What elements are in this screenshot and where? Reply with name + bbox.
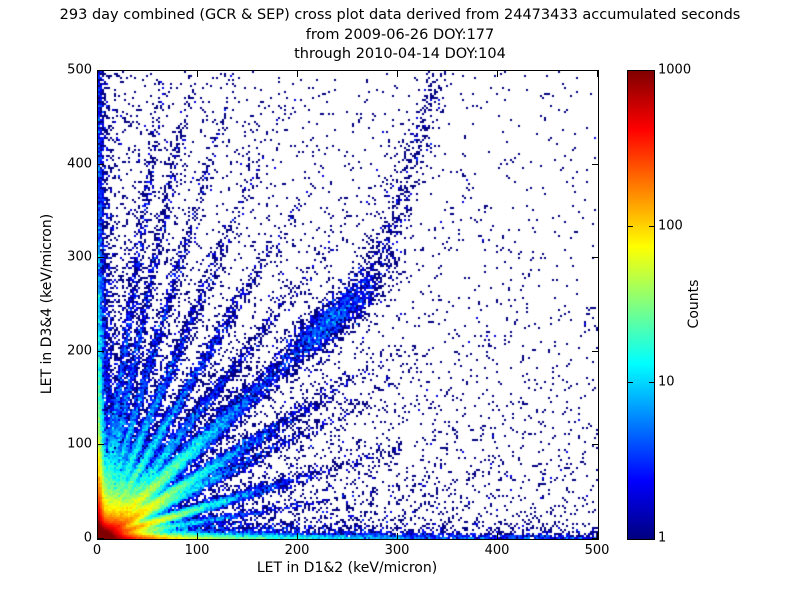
x-tick-mark-top [497,71,498,77]
x-tick-mark [197,533,198,539]
y-tick-mark-right [592,538,598,539]
x-axis-label: LET in D1&2 (keV/micron) [256,560,438,576]
colorbar-tick-label: 1 [658,530,667,546]
colorbar-gradient [628,71,654,539]
y-tick-mark [98,257,104,259]
scatter-heatmap-canvas [98,71,598,539]
colorbar-tick-label: 1000 [658,62,692,78]
y-axis-label: LET in D3&4 (keV/micron) [39,213,55,395]
x-tick-mark [497,533,498,539]
colorbar-label: Counts [686,279,702,329]
x-tick-mark [597,533,598,539]
x-tick-mark [397,533,398,539]
y-tick-label: 300 [67,249,92,265]
y-tick-mark-right [592,70,598,71]
colorbar-tick-mark [649,382,654,383]
y-tick-label: 100 [67,436,92,452]
x-tick-mark [297,533,298,539]
y-tick-mark-right [592,163,598,165]
colorbar-tick-label: 100 [658,218,683,234]
x-tick-label: 300 [384,543,410,558]
y-tick-mark [98,538,104,539]
title-block: 293 day combined (GCR & SEP) cross plot … [0,6,800,65]
y-tick-mark [98,163,104,165]
y-tick-mark [98,70,104,71]
x-tick-label: 0 [92,543,102,558]
y-tick-label: 200 [67,343,92,359]
x-tick-mark-top [297,71,298,77]
x-tick-label: 100 [184,543,210,558]
colorbar-tick-mark-left [628,382,633,383]
y-tick-label: 0 [83,530,92,546]
colorbar [627,70,655,540]
y-tick-label: 400 [67,156,92,172]
plot-subtitle-through: through 2010-04-14 DOY:104 [294,46,506,62]
colorbar-tick-mark [649,226,654,227]
y-tick-mark [98,444,104,446]
plot-title: 293 day combined (GCR & SEP) cross plot … [59,7,741,23]
x-tick-mark-top [597,71,598,77]
x-tick-mark-top [397,71,398,77]
y-tick-label: 500 [67,62,92,78]
y-tick-mark-right [592,257,598,259]
colorbar-tick-mark-left [628,226,633,227]
x-tick-mark-top [197,71,198,77]
plot-subtitle-from: from 2009-06-26 DOY:177 [305,26,495,43]
plot-area [97,70,599,540]
x-tick-mark-top [97,71,98,77]
y-tick-mark [98,350,104,352]
y-tick-mark-right [592,350,598,352]
x-tick-label: 500 [584,543,610,558]
y-tick-mark-right [592,444,598,446]
x-tick-mark [97,533,98,539]
colorbar-tick-label: 10 [658,374,675,390]
x-tick-label: 400 [484,543,510,558]
x-tick-label: 200 [284,543,310,558]
